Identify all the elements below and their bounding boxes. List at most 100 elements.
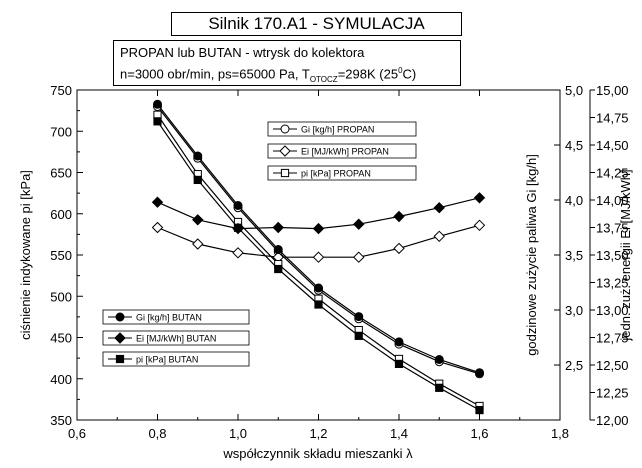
- data-point: [394, 337, 404, 347]
- subtitle-superscript: 0: [398, 66, 403, 75]
- legend-marker: [114, 332, 126, 344]
- ei-tick-label: 14,75: [596, 111, 629, 126]
- legend-item: Gi [kg/h] BUTAN: [102, 309, 250, 325]
- gi-tick-label: 5,0: [565, 83, 583, 98]
- legend-item: pi [kPa] BUTAN: [102, 351, 250, 367]
- x-tick-label: 1,2: [309, 426, 327, 441]
- x-tick-label: 1,0: [229, 426, 247, 441]
- y-axis-title-pi: ciśnienie indykowane pi [kPa]: [18, 170, 33, 340]
- data-point: [434, 355, 444, 364]
- data-point: [354, 331, 363, 340]
- ei-tick-label: 13,75: [596, 221, 629, 236]
- axes-ticks: [76, 89, 595, 421]
- pi-tick-label: 400: [50, 372, 72, 387]
- x-tick-label: 0,8: [148, 426, 166, 441]
- data-point: [273, 245, 283, 254]
- ei-tick-label: 15,00: [596, 83, 629, 98]
- ei-tick-label: 13,00: [596, 303, 629, 318]
- subtitle-line-2: n=3000 obr/min, ps=65000 Pa, TOTOCZ=298K…: [120, 66, 416, 84]
- pi-tick-label: 750: [50, 83, 72, 98]
- x-axis-title: współczynnik składu mieszanki λ: [222, 446, 413, 461]
- pi-tick-label: 550: [50, 248, 72, 263]
- pi-tick-label: 650: [50, 166, 72, 181]
- data-point: [393, 210, 405, 223]
- legend-layer: Gi [kg/h] PROPAN Ei [MJ/kWh] PROPAN pi [kP…: [102, 121, 417, 367]
- data-point: [232, 247, 244, 259]
- ei-tick-label: 12,50: [596, 358, 629, 373]
- data-point: [394, 359, 404, 368]
- pi-tick-label: 350: [50, 413, 72, 428]
- pi-tick-label: 500: [50, 289, 72, 304]
- legend-item-box: [267, 165, 417, 181]
- legend-item: Ei [MJ/kWh] BUTAN: [102, 330, 250, 346]
- data-point: [151, 196, 164, 208]
- legend-item-box: [102, 330, 250, 346]
- data-point: [353, 218, 365, 230]
- pi-tick-label: 600: [50, 207, 72, 222]
- legend-label: pi [kPa] PROPAN: [301, 169, 371, 179]
- legend-item-box: [267, 143, 417, 159]
- subtitle-line-2-end: C): [402, 66, 417, 82]
- legend-marker: [115, 312, 125, 322]
- ei-tick-label: 12,25: [596, 386, 629, 401]
- data-point: [192, 214, 204, 226]
- legend-label: Gi [kg/h] BUTAN: [136, 313, 202, 323]
- series-ei-mj-kwh-butan: [151, 192, 486, 235]
- legend-marker: [280, 124, 290, 134]
- data-point: [353, 251, 365, 263]
- ei-tick-label: 14,50: [596, 138, 629, 153]
- gi-tick-label: 3,0: [565, 303, 583, 318]
- data-point: [192, 238, 204, 250]
- subtitle-box: PROPAN lub BUTAN - wtrysk do kolektora n…: [113, 40, 461, 86]
- data-point: [435, 383, 444, 392]
- legend-marker: [115, 354, 125, 364]
- x-tick-label: 1,8: [551, 426, 569, 441]
- data-point: [314, 300, 323, 309]
- data-point: [475, 368, 484, 378]
- x-tick-label: 1,4: [390, 426, 408, 441]
- data-point: [153, 99, 162, 109]
- gi-tick-label: 4,5: [565, 138, 583, 153]
- series-gi-kg-h-butan: [153, 99, 484, 378]
- data-point: [473, 219, 486, 232]
- data-point: [312, 222, 325, 235]
- y-axis-title-ei: jedn. zuż. energii Ei [MJ/kWh]: [618, 169, 633, 341]
- legend-label: Gi [kg/h] PROPAN: [301, 125, 374, 135]
- data-point: [153, 117, 162, 126]
- y-axis-title-gi: godzinowe zużycie paliwa Gi [kg/h]: [524, 154, 539, 356]
- series-ei-mj-kwh-propan: [151, 219, 486, 263]
- data-point: [193, 151, 203, 161]
- series-pi-kpa-butan: [153, 117, 484, 415]
- subtitle-line-2-text: n=3000 obr/min, ps=65000 Pa, T: [120, 66, 310, 82]
- ei-tick-label: 12,00: [596, 413, 629, 428]
- legend-item-box: [267, 121, 417, 137]
- data-point: [475, 406, 484, 415]
- pi-tick-label: 450: [50, 331, 72, 346]
- gi-tick-label: 2,5: [565, 358, 583, 373]
- legend-item-box: [102, 309, 250, 325]
- legend-label: Ei [MJ/kWh] BUTAN: [136, 334, 216, 344]
- x-tick-label: 1,6: [470, 426, 488, 441]
- ei-tick-label: 14,00: [596, 193, 629, 208]
- data-point: [354, 312, 364, 322]
- pi-tick-label: 700: [50, 124, 72, 139]
- data-point: [473, 192, 486, 204]
- legend-marker: [280, 168, 290, 178]
- subtitle-line-1: PROPAN lub BUTAN - wtrysk do kolektora: [120, 45, 365, 60]
- legend-label: pi [kPa] BUTAN: [136, 355, 198, 365]
- data-point: [393, 242, 405, 255]
- ei-tick-label: 12,75: [596, 331, 629, 346]
- legend-item: Gi [kg/h] PROPAN: [267, 121, 417, 137]
- gi-tick-label: 3,5: [565, 248, 583, 263]
- data-point: [274, 264, 283, 274]
- data-point: [314, 283, 323, 293]
- x-tick-label: 0,6: [68, 426, 86, 441]
- data-point: [312, 251, 325, 263]
- gi-tick-label: 4,0: [565, 193, 583, 208]
- data-point: [233, 201, 243, 210]
- legend-marker: [279, 145, 291, 157]
- data-point: [193, 175, 202, 185]
- data-point: [433, 201, 445, 214]
- ei-tick-label: 14,25: [596, 166, 629, 181]
